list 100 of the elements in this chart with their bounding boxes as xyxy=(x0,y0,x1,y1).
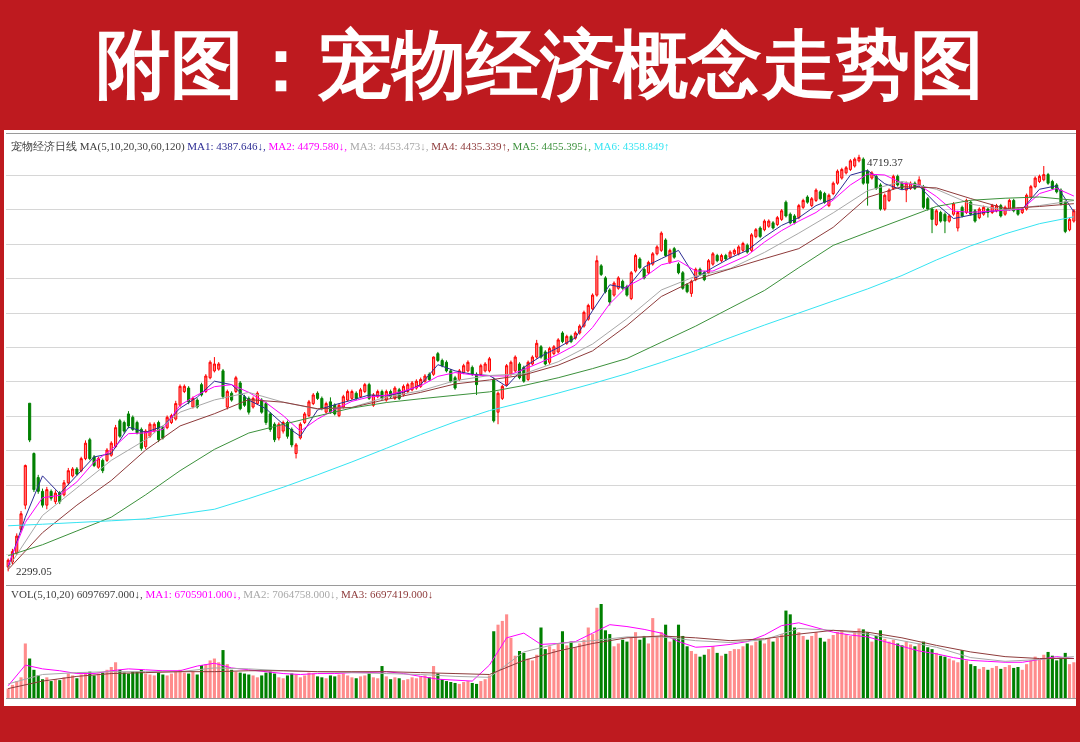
candlestick xyxy=(797,203,801,220)
bar xyxy=(896,643,900,698)
bar xyxy=(947,658,951,698)
bar xyxy=(1050,655,1054,698)
bar xyxy=(161,674,165,698)
bar xyxy=(1042,654,1046,698)
bar xyxy=(371,677,375,698)
bar xyxy=(479,681,483,698)
candlestick xyxy=(719,253,724,263)
bar xyxy=(548,646,552,698)
bar xyxy=(719,655,724,698)
bar xyxy=(625,641,629,698)
bar xyxy=(565,645,569,698)
bar xyxy=(401,680,406,698)
candlestick xyxy=(668,248,672,265)
candlestick xyxy=(1046,172,1050,186)
bar xyxy=(496,624,500,698)
bar xyxy=(758,639,762,698)
bar xyxy=(285,675,290,698)
bar xyxy=(45,677,49,698)
text: MA2: 4479.580↓, xyxy=(268,140,348,152)
bar xyxy=(853,631,857,698)
candlestick xyxy=(32,451,36,493)
candlestick xyxy=(466,359,470,373)
bar xyxy=(169,673,173,698)
bar xyxy=(363,675,367,698)
bar xyxy=(939,655,943,698)
candlestick xyxy=(49,488,53,502)
candlestick xyxy=(664,237,668,258)
text: MA2: 7064758.000↓, xyxy=(243,588,339,600)
bar xyxy=(273,673,277,698)
bar xyxy=(999,668,1003,698)
bar xyxy=(1063,652,1067,698)
bar xyxy=(745,643,749,698)
bar xyxy=(977,668,981,698)
bar xyxy=(887,641,891,698)
bar xyxy=(982,666,986,698)
bar xyxy=(926,647,930,698)
bar xyxy=(350,677,354,698)
candlestick xyxy=(358,387,363,399)
candlestick xyxy=(960,205,964,218)
bar xyxy=(848,635,852,698)
bar xyxy=(775,637,779,698)
bar xyxy=(866,632,870,698)
bar xyxy=(475,683,479,698)
bar xyxy=(621,639,625,698)
candlestick xyxy=(771,220,775,231)
bar xyxy=(40,679,45,698)
bar xyxy=(1068,664,1072,698)
bar xyxy=(771,641,775,698)
bar xyxy=(242,673,247,698)
bar xyxy=(505,614,509,698)
candlestick xyxy=(805,194,809,205)
candlestick xyxy=(513,354,517,373)
text: MA1: 6705901.000↓, xyxy=(145,588,241,600)
bar xyxy=(711,646,715,698)
bar xyxy=(801,635,805,698)
bar xyxy=(277,677,281,698)
bar xyxy=(311,673,315,698)
annotation: 4719.37 xyxy=(867,156,904,168)
bar xyxy=(221,650,225,698)
candlestick xyxy=(350,389,354,401)
candlestick xyxy=(659,230,663,253)
bar xyxy=(578,643,582,698)
bar xyxy=(664,624,668,698)
bar xyxy=(762,643,766,698)
bar xyxy=(307,672,311,698)
bar xyxy=(840,630,844,698)
bar xyxy=(909,644,913,698)
text: MA3: 6697419.000↓ xyxy=(341,588,434,600)
bar xyxy=(633,632,638,698)
bar xyxy=(891,639,895,698)
candlestick xyxy=(741,241,745,253)
candlestick xyxy=(737,244,741,256)
bar xyxy=(182,672,186,698)
candlestick xyxy=(28,402,32,443)
bar xyxy=(346,675,350,698)
bar xyxy=(492,631,496,698)
bar xyxy=(870,641,874,698)
candlestick xyxy=(930,206,934,234)
bar xyxy=(449,682,453,698)
bar xyxy=(23,643,27,698)
candlestick xyxy=(556,337,560,354)
bar xyxy=(934,652,938,698)
bar xyxy=(238,672,242,698)
bar xyxy=(539,627,543,698)
bar xyxy=(1029,660,1033,698)
bar xyxy=(904,641,908,698)
bar xyxy=(457,683,461,698)
bar xyxy=(685,646,689,698)
bar xyxy=(53,679,57,698)
bar xyxy=(1037,658,1042,698)
candlestick xyxy=(483,361,487,373)
bar xyxy=(71,675,75,698)
candlestick xyxy=(436,351,440,363)
bar xyxy=(573,647,577,698)
candlestick xyxy=(780,208,784,222)
bar xyxy=(58,680,62,698)
bar xyxy=(651,618,655,698)
bar xyxy=(668,641,672,698)
